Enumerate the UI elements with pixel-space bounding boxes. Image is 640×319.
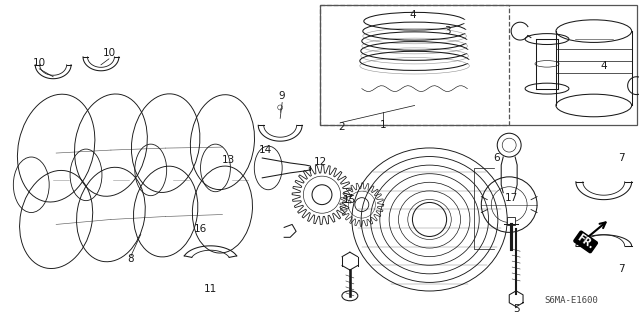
- Text: 3: 3: [444, 26, 451, 36]
- Text: 6: 6: [493, 153, 500, 163]
- Text: 15: 15: [343, 195, 356, 205]
- Text: 4: 4: [600, 61, 607, 71]
- Text: 10: 10: [102, 48, 115, 58]
- Bar: [320, 5, 509, 125]
- Text: 7: 7: [618, 153, 625, 163]
- Text: 2: 2: [339, 122, 345, 132]
- Text: 5: 5: [513, 304, 520, 314]
- Text: 9: 9: [279, 91, 285, 100]
- Text: 7: 7: [618, 264, 625, 274]
- Text: 16: 16: [194, 224, 207, 234]
- Text: 8: 8: [127, 254, 134, 264]
- Text: 1: 1: [380, 120, 386, 130]
- Text: S6MA-E1600: S6MA-E1600: [545, 296, 598, 305]
- Bar: [320, 5, 637, 125]
- Text: 4: 4: [410, 10, 416, 20]
- Text: FR.: FR.: [575, 233, 596, 251]
- Text: 17: 17: [504, 193, 518, 203]
- Text: 14: 14: [259, 145, 272, 155]
- Text: 11: 11: [204, 284, 217, 294]
- Text: 10: 10: [33, 58, 46, 68]
- Bar: [507, 218, 515, 226]
- Text: 12: 12: [314, 157, 326, 167]
- Text: 13: 13: [222, 155, 235, 165]
